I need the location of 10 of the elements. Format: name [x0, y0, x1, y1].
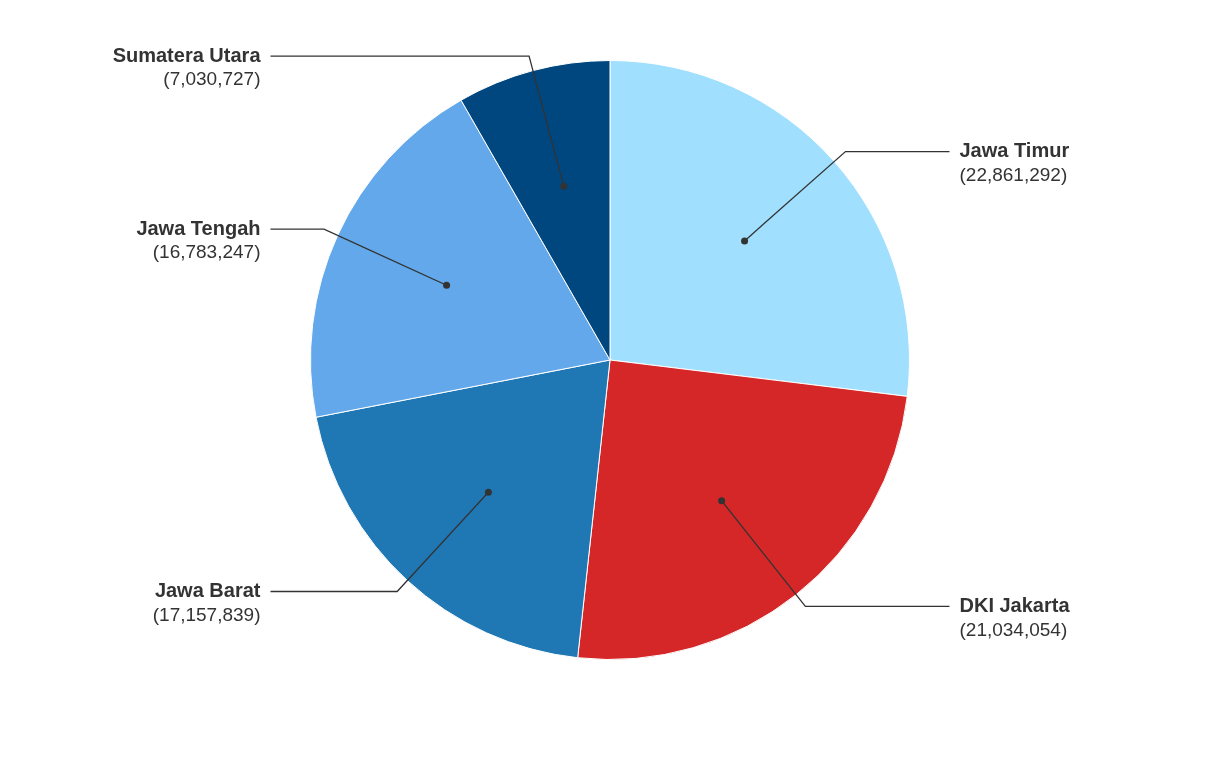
data-label: (7,030,727) [163, 68, 261, 90]
data-label: (22,861,292) [959, 163, 1068, 185]
slice-label: Jawa Timur [959, 139, 1070, 162]
slice-label: Jawa Tengah [136, 216, 261, 239]
slice-label: Sumatera Utara [112, 43, 262, 66]
data-label: (21,034,054) [959, 618, 1068, 640]
data-label: (16,783,247) [152, 241, 261, 263]
data-label: (17,157,839) [152, 603, 261, 625]
slice-label: Jawa Barat [154, 579, 261, 602]
slice-label: DKI Jakarta [959, 593, 1071, 616]
